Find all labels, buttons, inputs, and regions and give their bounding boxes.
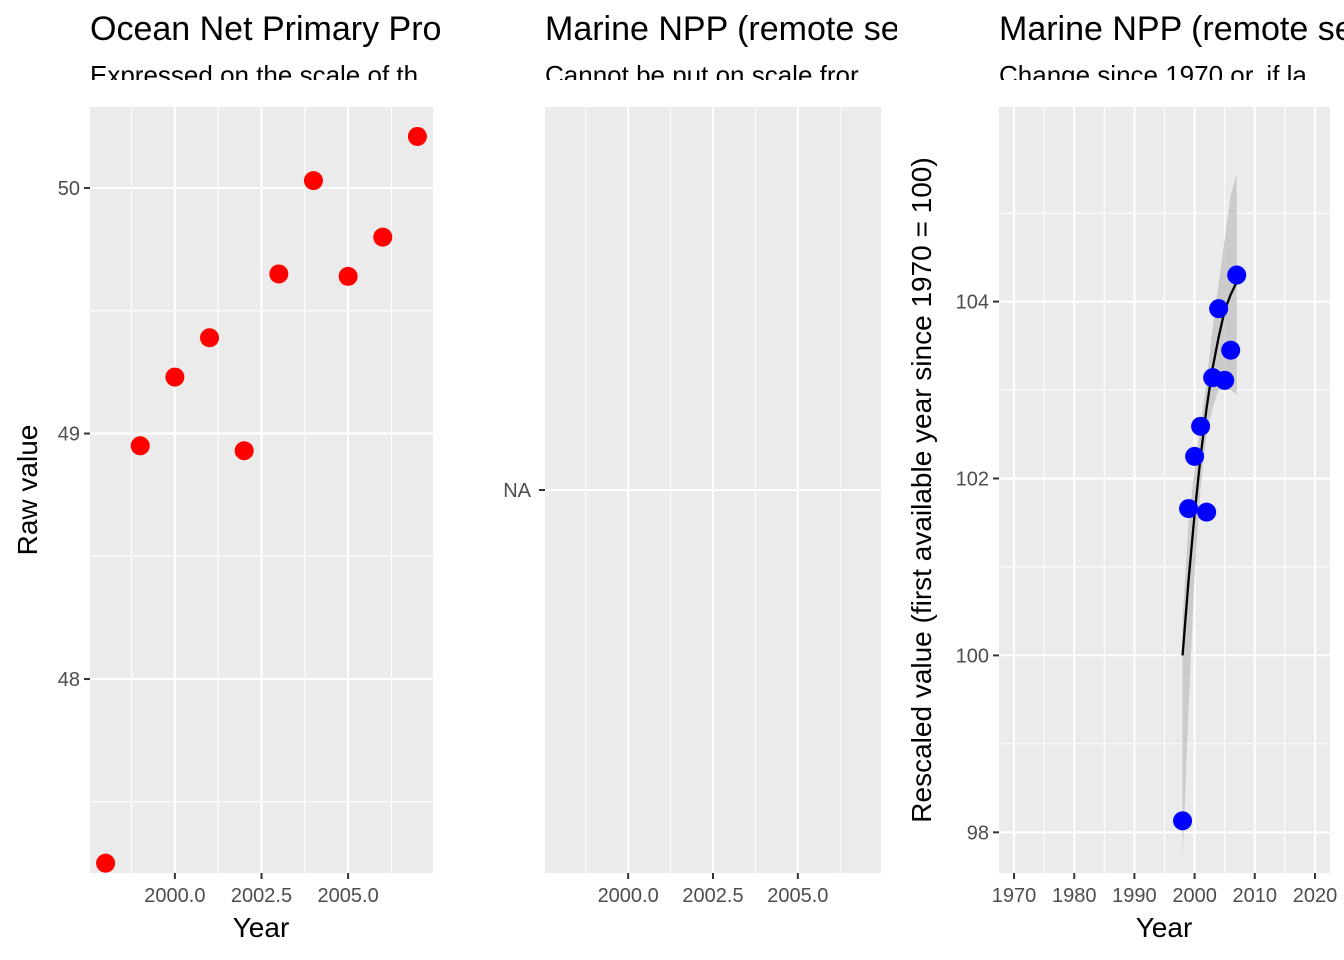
data-point: [1227, 265, 1247, 285]
panel-3-plot: 1970 1980 1990 2000 2010 2020 98 100 102 104: [956, 107, 1338, 907]
data-point: [165, 367, 185, 387]
panel-not-scalable: Marine NPP (remote se Cannot be put on s…: [503, 10, 900, 907]
data-point: [1221, 340, 1241, 360]
x-tick-label: 1990: [1112, 885, 1157, 907]
panel-2-subtitle: Cannot be put on scale fror: [545, 60, 859, 90]
y-tick-label: NA: [503, 480, 531, 502]
data-point: [1185, 446, 1205, 466]
x-tick-label: 2020: [1293, 885, 1338, 907]
data-point: [96, 853, 116, 873]
trend-line: [1181, 281, 1238, 656]
data-point: [338, 266, 358, 286]
panel-1-title: Ocean Net Primary Pro: [90, 10, 441, 48]
data-point: [1209, 299, 1229, 319]
panel-1-plot: 2000.0 2002.5 2005.0 48 49 50: [58, 107, 433, 907]
y-tick-label: 50: [58, 178, 80, 200]
x-tick-label: 2005.0: [318, 885, 379, 907]
panel-2-title: Marine NPP (remote se: [545, 10, 900, 48]
panel-rescaled-value: Marine NPP (remote se Change since 1970 …: [906, 10, 1344, 943]
data-point: [1191, 416, 1211, 436]
data-point: [1197, 502, 1217, 522]
data-point: [234, 441, 254, 461]
y-tick-label: 104: [956, 292, 989, 314]
x-tick-label: 2002.5: [682, 885, 743, 907]
panel-1-y-axis-label: Raw value: [12, 425, 43, 556]
y-tick-label: 49: [58, 424, 80, 446]
x-tick-label: 2005.0: [767, 885, 828, 907]
panel-3-y-axis-label: Rescaled value (first available year sin…: [906, 157, 937, 822]
data-point: [269, 264, 289, 284]
y-tick-label: 48: [58, 669, 80, 691]
x-tick-label: 2000.0: [144, 885, 205, 907]
data-point: [130, 436, 150, 456]
data-point: [1173, 811, 1193, 831]
data-point: [407, 126, 427, 146]
data-point: [200, 328, 220, 348]
panel-3-title: Marine NPP (remote se: [999, 10, 1344, 48]
data-point: [303, 171, 323, 191]
panel-raw-value: Ocean Net Primary Pro Expressed on the s…: [12, 10, 441, 943]
x-tick-label: 2010: [1233, 885, 1278, 907]
panel-1-x-axis-label: Year: [233, 912, 290, 943]
panel-1-subtitle: Expressed on the scale of th: [90, 60, 418, 90]
x-tick-label: 1980: [1052, 885, 1097, 907]
y-tick-label: 100: [956, 645, 989, 667]
x-tick-label: 1970: [992, 885, 1037, 907]
panel-3-x-axis-label: Year: [1136, 912, 1193, 943]
panel-2-plot: 2000.0 2002.5 2005.0 NA: [503, 107, 881, 907]
y-tick-label: 102: [956, 469, 989, 491]
data-point: [373, 227, 393, 247]
panel-3-subtitle: Change since 1970 or, if la: [999, 60, 1307, 90]
y-tick-label: 98: [967, 822, 989, 844]
data-point: [1215, 370, 1235, 390]
data-point: [1179, 499, 1199, 519]
x-tick-label: 2002.5: [231, 885, 292, 907]
x-tick-label: 2000.0: [598, 885, 659, 907]
x-tick-label: 2000: [1172, 885, 1217, 907]
